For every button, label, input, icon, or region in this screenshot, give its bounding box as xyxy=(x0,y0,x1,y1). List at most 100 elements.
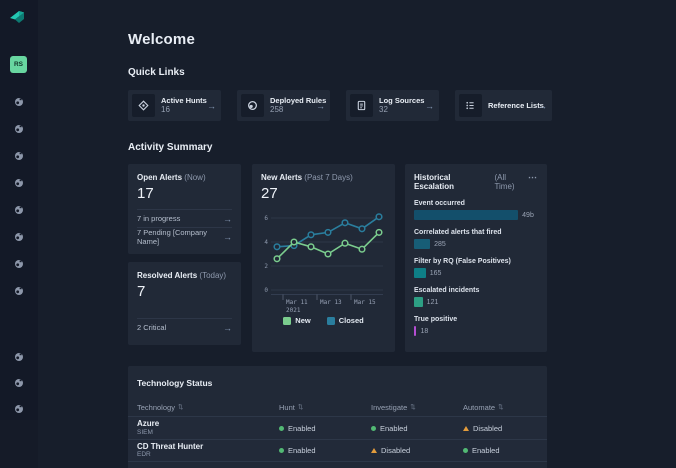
sidebar-nav-item[interactable] xyxy=(14,204,25,215)
chart-legend: New Closed xyxy=(261,316,386,325)
svg-text:6: 6 xyxy=(264,215,268,222)
sort-icon[interactable]: ⇅ xyxy=(410,404,416,411)
sidebar-nav-item[interactable] xyxy=(14,403,25,414)
arrow-right-icon[interactable]: → xyxy=(316,100,325,111)
resolved-alerts-scope: (Today) xyxy=(199,271,227,280)
nav-shield-icon xyxy=(15,124,23,133)
status-label: Enabled xyxy=(288,446,316,455)
investigate-status: Disabled xyxy=(371,446,463,455)
sort-icon[interactable]: ⇅ xyxy=(177,404,184,411)
technology-name: CD Threat Hunter xyxy=(137,441,204,451)
historical-escalation-card: Historical Escalation (All Time) ⋯ Event… xyxy=(405,164,547,352)
arrow-right-icon: → xyxy=(223,213,232,224)
nav-shield-icon xyxy=(15,352,23,361)
nav-shield-icon xyxy=(15,97,23,106)
alert-link-label: 7 in progress xyxy=(137,214,181,223)
app-logo-icon[interactable] xyxy=(9,10,29,28)
resolved-alerts-title: Resolved Alerts (Today) xyxy=(137,271,227,280)
funnel-item: Escalated incidents 121 xyxy=(414,287,538,307)
column-header-automate[interactable]: Automate ⇅ xyxy=(463,402,504,412)
funnel-value: 121 xyxy=(426,298,439,306)
funnel-value: 49b xyxy=(522,211,534,219)
alert-link[interactable]: 7 in progress → xyxy=(137,209,232,227)
sort-icon[interactable]: ⇅ xyxy=(498,404,504,411)
funnel-bar xyxy=(414,297,423,307)
funnel-value: 285 xyxy=(434,240,446,248)
funnel-bar xyxy=(414,239,431,249)
sidebar-nav-item[interactable] xyxy=(14,351,25,362)
more-menu-icon[interactable]: ⋯ xyxy=(528,172,538,182)
alert-link[interactable]: 7 Pending [Company Name] → xyxy=(137,227,232,246)
funnel-value: 18 xyxy=(420,327,429,335)
svg-text:Mar 11: Mar 11 xyxy=(286,299,308,306)
table-row[interactable]: CD Threat Hunter EDR Enabled Disabled En… xyxy=(128,439,547,462)
arrow-right-icon[interactable]: → xyxy=(425,100,434,111)
sidebar-nav-item[interactable] xyxy=(14,96,25,107)
funnel-label: Event occurred xyxy=(414,200,465,207)
sidebar-nav-item[interactable] xyxy=(14,285,25,296)
sidebar-nav-item[interactable] xyxy=(14,231,25,242)
sort-icon[interactable]: ⇅ xyxy=(297,404,304,411)
svg-text:0: 0 xyxy=(264,287,268,294)
quick-link-label: Active Hunts xyxy=(161,95,207,105)
resolved-alerts-card: Resolved Alerts (Today) 7 2 Critical → xyxy=(128,262,241,345)
quick-link-label: Log Sources xyxy=(379,95,425,105)
historical-title: Historical Escalation (All Time) ⋯ xyxy=(414,172,538,192)
quick-link-label: Deployed Rules xyxy=(270,95,327,105)
resolved-alerts-links: 2 Critical → xyxy=(137,318,232,336)
column-header-investigate[interactable]: Investigate ⇅ xyxy=(371,402,416,412)
quick-link-value: 32 xyxy=(379,105,388,115)
quick-link-card[interactable]: Reference Lists → xyxy=(455,90,552,121)
table-row[interactable]: Azure SIEM Enabled Enabled Disabled xyxy=(128,416,547,439)
funnel-label: Escalated incidents xyxy=(414,287,480,294)
nav-shield-icon xyxy=(15,378,23,387)
enabled-dot-icon xyxy=(279,448,284,453)
legend-swatch xyxy=(283,316,292,325)
quick-link-card[interactable]: Deployed Rules 258 → xyxy=(237,90,330,121)
enabled-dot-icon xyxy=(371,425,376,431)
quick-link-card[interactable]: Log Sources 32 → xyxy=(346,90,439,121)
funnel-label: True positive xyxy=(414,316,458,323)
nav-shield-icon xyxy=(15,232,23,241)
svg-text:2: 2 xyxy=(264,263,268,270)
funnel-bar xyxy=(414,326,417,336)
quick-link-label: Reference Lists xyxy=(488,100,544,110)
quick-links-heading: Quick Links xyxy=(128,67,185,78)
sidebar-nav-item[interactable] xyxy=(14,177,25,188)
sidebar: RS xyxy=(0,0,38,420)
technology-name: Azure xyxy=(137,419,160,429)
sidebar-nav-item[interactable] xyxy=(14,150,25,161)
open-alerts-title: Open Alerts (Now) xyxy=(137,173,206,182)
arrow-right-icon: → xyxy=(223,231,232,242)
arrow-right-icon[interactable]: → xyxy=(538,100,547,111)
alert-link[interactable]: 2 Critical → xyxy=(137,318,232,336)
nav-shield-icon xyxy=(15,205,23,214)
funnel-bar xyxy=(414,268,426,278)
technology-type: EDR xyxy=(137,451,151,459)
sidebar-nav-item[interactable] xyxy=(14,123,25,134)
sidebar-nav-item[interactable] xyxy=(14,377,25,388)
activity-summary-heading: Activity Summary xyxy=(128,142,213,153)
nav-shield-icon xyxy=(15,404,23,413)
arrow-right-icon[interactable]: → xyxy=(207,100,216,111)
column-header-hunt[interactable]: Hunt ⇅ xyxy=(279,402,304,412)
sidebar-nav-item[interactable] xyxy=(14,258,25,269)
open-alerts-value: 17 xyxy=(137,185,154,202)
enabled-dot-icon xyxy=(279,425,284,431)
alert-link-label: 7 Pending [Company Name] xyxy=(137,227,208,246)
new-alerts-scope: (Past 7 Days) xyxy=(304,173,353,182)
funnel-item: Filter by RQ (False Positives) 165 xyxy=(414,258,538,278)
user-avatar[interactable]: RS xyxy=(10,56,27,73)
svg-text:Mar 15: Mar 15 xyxy=(354,299,376,306)
open-alerts-scope: (Now) xyxy=(184,173,206,182)
arrow-right-icon: → xyxy=(223,322,232,333)
funnel-value: 165 xyxy=(429,269,442,277)
hunt-status: Enabled xyxy=(279,424,371,433)
funnel-label: Filter by RQ (False Positives) xyxy=(414,258,511,265)
quick-link-card[interactable]: Active Hunts 16 → xyxy=(128,90,221,121)
svg-text:Mar 13: Mar 13 xyxy=(320,299,342,306)
funnel-bar xyxy=(414,210,519,220)
column-header-technology[interactable]: Technology ⇅ xyxy=(137,402,184,412)
nav-shield-icon xyxy=(15,178,23,187)
